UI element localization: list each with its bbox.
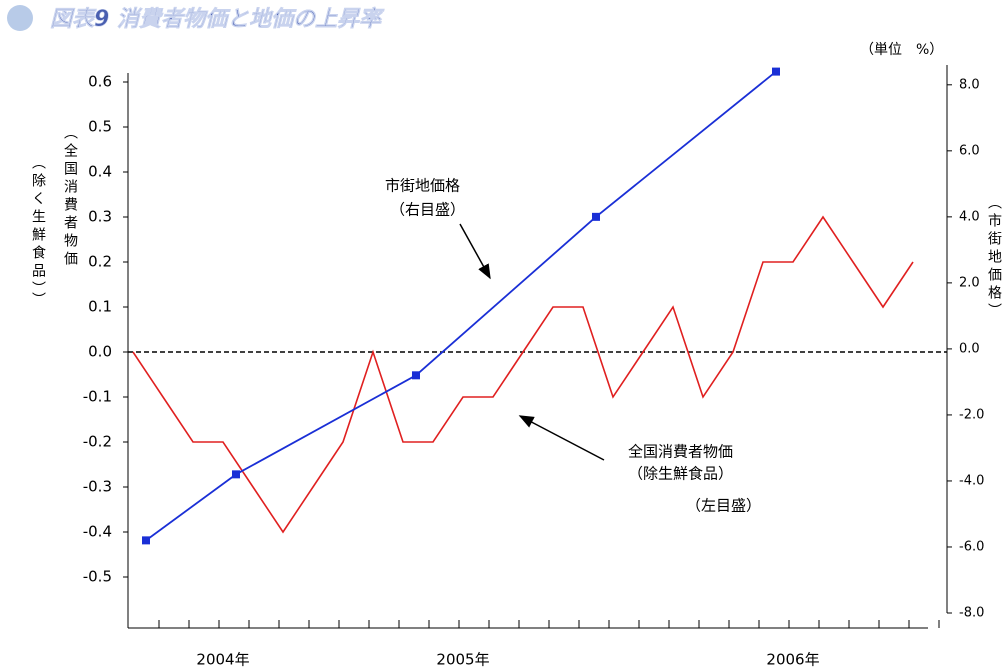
point bbox=[412, 371, 420, 380]
point bbox=[142, 536, 150, 545]
arrow bbox=[518, 415, 605, 461]
annotation: （右目盛） bbox=[390, 201, 465, 219]
y-tick-label: -0.5 bbox=[83, 568, 112, 586]
x-tick-label: 2004年 bbox=[196, 651, 249, 669]
line-segment bbox=[235, 374, 417, 476]
x-tick-label: 2006年 bbox=[766, 651, 819, 669]
point bbox=[232, 470, 240, 479]
y-tick-label: 0.2 bbox=[88, 253, 112, 271]
series-line bbox=[132, 215, 914, 534]
y2-tick-label: 4.0 bbox=[959, 209, 980, 224]
annotation: （除生鮮食品） bbox=[628, 465, 733, 483]
x-tick-label: 2005年 bbox=[436, 651, 489, 669]
point bbox=[772, 67, 780, 76]
y-tick-label: -0.3 bbox=[83, 478, 112, 496]
y-tick-label: -0.1 bbox=[83, 388, 112, 406]
annotation: 全国消費者物価 bbox=[628, 443, 733, 461]
y2-tick-label: 8.0 bbox=[959, 77, 980, 92]
y2-tick-label: 0.0 bbox=[959, 341, 980, 356]
line-segment bbox=[415, 216, 597, 376]
title-icon bbox=[7, 5, 33, 31]
point bbox=[592, 212, 600, 221]
y-axis-label: （全国消費者物価 bbox=[62, 125, 78, 269]
y2-tick-label: 2.0 bbox=[959, 275, 980, 290]
y-tick-label: 0.0 bbox=[88, 343, 112, 361]
unit-label: （単位 %） bbox=[860, 42, 943, 58]
y2-tick-label: 6.0 bbox=[959, 143, 980, 158]
y-tick-label: 0.6 bbox=[88, 73, 112, 91]
y-tick-label: -0.4 bbox=[83, 523, 112, 541]
y-tick-label: 0.1 bbox=[88, 298, 112, 316]
y-tick-label: 0.5 bbox=[88, 118, 112, 136]
y2-tick-label: -4.0 bbox=[959, 473, 984, 488]
arrow bbox=[459, 223, 491, 280]
y2-tick-label: -2.0 bbox=[959, 407, 984, 422]
annotation: （左目盛） bbox=[686, 497, 761, 515]
y2-tick-label: -6.0 bbox=[959, 539, 984, 554]
y-tick-label: -0.2 bbox=[83, 433, 112, 451]
line-segment bbox=[145, 473, 237, 542]
y2-axis-label: （市街地価格） bbox=[986, 195, 1002, 321]
y-tick-label: 0.3 bbox=[88, 208, 112, 226]
y2-tick-label: -8.0 bbox=[959, 606, 984, 621]
chart-title: 図表9 消費者物価と地価の上昇率 bbox=[50, 6, 385, 32]
y-axis-label: （除く生鮮食品）） bbox=[30, 155, 46, 310]
y-tick-label: 0.4 bbox=[88, 163, 112, 181]
line-segment bbox=[595, 70, 777, 218]
annotation: 市街地価格 bbox=[385, 177, 460, 195]
